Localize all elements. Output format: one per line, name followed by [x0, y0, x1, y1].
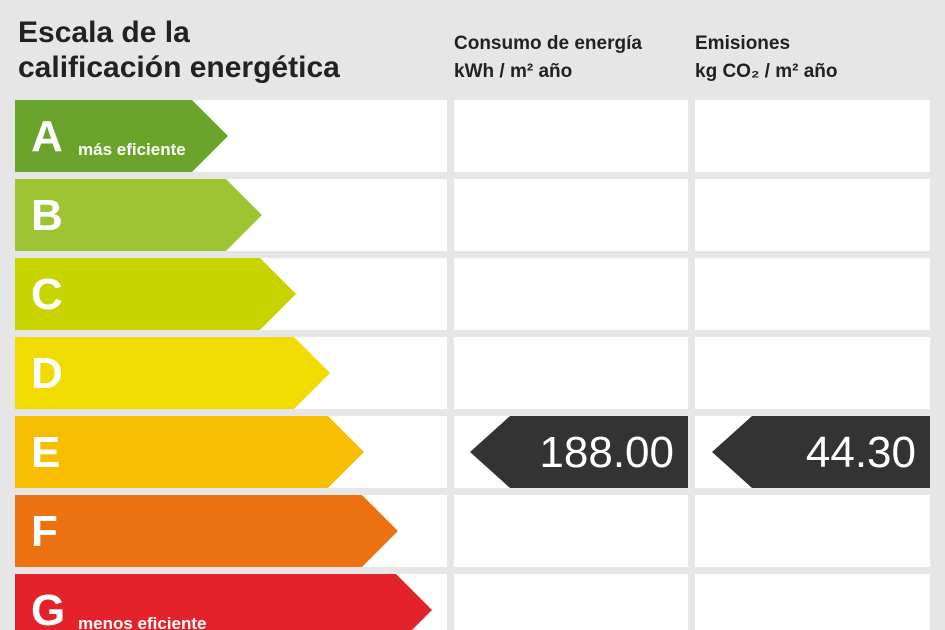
- rating-letter: E: [31, 428, 61, 477]
- consumption-cell: [454, 100, 688, 172]
- rating-letter: D: [31, 349, 63, 398]
- consumption-cell: [454, 337, 688, 409]
- rating-label: menos eficiente: [78, 614, 207, 630]
- column-unit: kWh / m² año: [454, 61, 573, 82]
- rating-letter: G: [31, 586, 66, 630]
- emissions-cell: [695, 337, 930, 409]
- consumption-cell: [454, 495, 688, 567]
- emissions-cell: [695, 179, 930, 251]
- result-value: 188.00: [539, 428, 674, 477]
- rating-arrow: [15, 100, 228, 172]
- result-value: 44.30: [805, 428, 916, 477]
- emissions-cell: [695, 100, 930, 172]
- rating-arrow: [15, 574, 432, 630]
- rating-arrow: [15, 416, 364, 488]
- rating-label: más eficiente: [78, 140, 186, 159]
- rating-arrow: [15, 258, 296, 330]
- emissions-cell: [695, 495, 930, 567]
- consumption-cell: [454, 258, 688, 330]
- column-title: Consumo de energía: [454, 33, 642, 54]
- rating-letter: A: [31, 112, 63, 161]
- rating-arrow: [15, 337, 330, 409]
- rating-letter: F: [31, 507, 58, 556]
- consumption-cell: [454, 574, 688, 630]
- rating-letter: C: [31, 270, 63, 319]
- title-line: calificación energética: [18, 51, 340, 84]
- rating-letter: B: [31, 191, 63, 240]
- result-arrow: [712, 416, 930, 488]
- result-arrow: [470, 416, 688, 488]
- title-line: Escala de la: [18, 16, 190, 49]
- rating-arrow: [15, 179, 262, 251]
- column-unit: kg CO₂ / m² año: [695, 61, 838, 82]
- column-title: Emisiones: [695, 33, 791, 54]
- consumption-cell: [454, 179, 688, 251]
- rating-arrow: [15, 495, 398, 567]
- emissions-cell: [695, 258, 930, 330]
- emissions-cell: [695, 574, 930, 630]
